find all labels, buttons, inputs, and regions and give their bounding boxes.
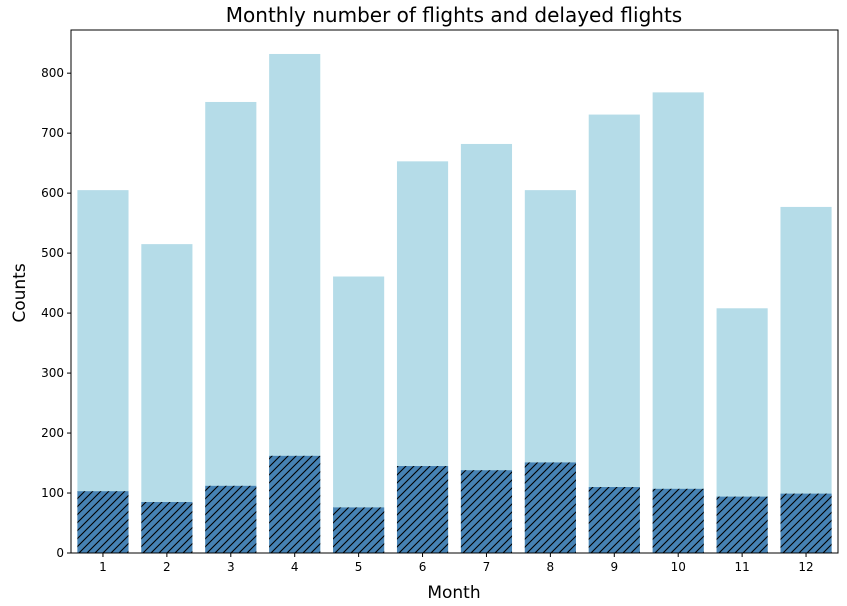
y-tick-label-500: 500 bbox=[41, 246, 64, 260]
plot-frame bbox=[70, 29, 839, 554]
x-tick-label-7: 7 bbox=[483, 560, 491, 574]
delayed-bar-hatch-11 bbox=[716, 496, 768, 553]
y-tick-label-600: 600 bbox=[41, 186, 64, 200]
x-tick-label-3: 3 bbox=[227, 560, 235, 574]
x-tick-label-12: 12 bbox=[798, 560, 813, 574]
y-tick-label-700: 700 bbox=[41, 126, 64, 140]
delayed-bar-hatch-8 bbox=[524, 462, 576, 553]
y-axis-label: Counts bbox=[10, 263, 30, 322]
delayed-bar-hatch-10 bbox=[652, 488, 704, 553]
y-tick-label-0: 0 bbox=[56, 546, 64, 560]
x-tick-label-6: 6 bbox=[419, 560, 427, 574]
x-tick-label-11: 11 bbox=[734, 560, 749, 574]
delayed-flights-series bbox=[77, 455, 832, 553]
y-axis-ticks: 0 100 200 300 400 500 600 700 800 bbox=[41, 66, 71, 560]
x-tick-label-10: 10 bbox=[671, 560, 686, 574]
delayed-bar-hatch-6 bbox=[396, 466, 449, 553]
y-tick-label-400: 400 bbox=[41, 306, 64, 320]
delayed-bar-hatch-3 bbox=[205, 485, 257, 553]
x-axis-ticks: 1 2 3 4 5 6 7 8 9 10 11 12 bbox=[99, 553, 814, 574]
delayed-bar-hatch-4 bbox=[269, 455, 321, 553]
x-tick-label-1: 1 bbox=[99, 560, 107, 574]
x-tick-label-8: 8 bbox=[547, 560, 555, 574]
delayed-bar-hatch-5 bbox=[333, 507, 385, 553]
y-tick-label-800: 800 bbox=[41, 66, 64, 80]
total-bar-9 bbox=[588, 114, 640, 553]
delayed-bar-hatch-2 bbox=[141, 502, 193, 553]
total-bar-3 bbox=[205, 101, 257, 554]
y-tick-label-100: 100 bbox=[41, 486, 64, 500]
delayed-bar-hatch-9 bbox=[588, 487, 640, 553]
x-tick-label-4: 4 bbox=[291, 560, 299, 574]
total-bar-10 bbox=[652, 92, 704, 553]
delayed-bar-hatch-7 bbox=[460, 470, 513, 553]
delayed-bar-hatch-1 bbox=[77, 491, 129, 553]
x-tick-label-9: 9 bbox=[610, 560, 618, 574]
x-axis-label: Month bbox=[427, 583, 480, 603]
y-tick-label-300: 300 bbox=[41, 366, 64, 380]
y-tick-label-200: 200 bbox=[41, 426, 64, 440]
delayed-bar-hatch-12 bbox=[780, 493, 832, 553]
chart-title: Monthly number of flights and delayed fl… bbox=[226, 3, 682, 27]
total-bar-5 bbox=[333, 276, 385, 553]
x-tick-label-5: 5 bbox=[355, 560, 363, 574]
total-flights-series bbox=[77, 53, 832, 554]
total-bar-2 bbox=[141, 244, 193, 554]
x-tick-label-2: 2 bbox=[163, 560, 171, 574]
